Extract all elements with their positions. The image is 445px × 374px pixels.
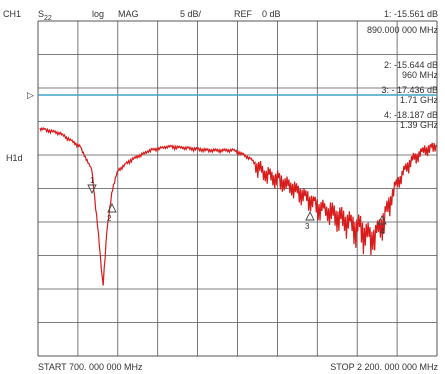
- marker-2-freq: 960 MHz: [402, 70, 439, 80]
- marker-3-value: 3: - 17.436 dB: [381, 85, 438, 95]
- marker-1-value: 1: -15.561 dB: [384, 9, 438, 19]
- h1d-label: H1d: [6, 153, 23, 163]
- stop-frequency: STOP 2 200. 000 000 MHz: [330, 362, 438, 372]
- ref-pointer-icon: ▷: [27, 90, 34, 100]
- parameter-label: S22: [38, 9, 52, 22]
- marker-4-label: 4: [380, 227, 385, 236]
- marker-1-label: 1: [90, 176, 95, 185]
- marker-1-freq: 890.000 000 MHz: [367, 25, 439, 35]
- grid: [37, 20, 438, 357]
- channel-label: CH1: [3, 9, 21, 19]
- s22-trace: [39, 126, 437, 286]
- marker-4-freq: 1.39 GHz: [400, 120, 439, 130]
- marker-1: 1: [87, 176, 97, 195]
- marker-2: 2: [107, 202, 117, 223]
- marker-3: 3: [305, 210, 315, 231]
- scale-label: 5 dB/: [180, 9, 202, 19]
- marker-4: 4: [377, 214, 387, 236]
- marker-3-label: 3: [305, 222, 310, 231]
- mode-label: MAG: [118, 9, 139, 19]
- marker-3-freq: 1.71 GHz: [400, 95, 439, 105]
- marker-2-value: 2: -15.644 dB: [384, 60, 438, 70]
- start-frequency: START 700. 000 000 MHz: [38, 362, 143, 372]
- marker-2-label: 2: [107, 214, 112, 223]
- format-label: log: [92, 9, 104, 19]
- parameter-base: S: [38, 9, 44, 19]
- marker-4-value: 4: -18.187 dB: [384, 110, 438, 120]
- ref-label: REF: [234, 9, 253, 19]
- parameter-sub: 22: [44, 15, 52, 22]
- ref-value: 0 dB: [262, 9, 281, 19]
